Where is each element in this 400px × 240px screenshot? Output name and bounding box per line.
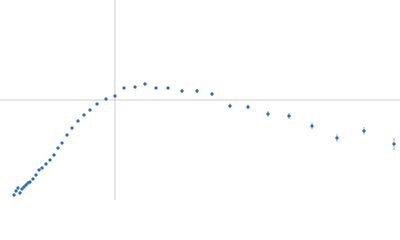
point xyxy=(76,119,80,123)
point xyxy=(88,108,92,112)
point xyxy=(22,185,26,189)
point xyxy=(195,89,199,93)
point xyxy=(82,113,86,117)
point xyxy=(40,166,44,170)
point xyxy=(246,105,250,109)
point xyxy=(70,126,74,130)
point xyxy=(24,183,28,187)
point xyxy=(287,114,291,118)
point xyxy=(166,86,170,90)
point xyxy=(60,141,64,145)
point xyxy=(95,102,99,106)
point xyxy=(392,142,396,146)
point xyxy=(65,133,69,137)
point xyxy=(210,92,214,96)
point xyxy=(228,104,232,108)
point xyxy=(56,146,60,150)
point xyxy=(28,180,32,184)
point xyxy=(31,177,35,181)
point xyxy=(113,94,117,98)
point xyxy=(20,187,24,191)
point xyxy=(180,89,184,93)
point xyxy=(143,82,147,86)
point xyxy=(12,193,16,197)
point xyxy=(52,153,56,157)
point xyxy=(34,173,38,177)
point xyxy=(18,191,22,195)
point xyxy=(104,97,108,101)
point xyxy=(133,85,137,89)
point xyxy=(37,168,41,172)
chart xyxy=(0,0,400,200)
point xyxy=(362,129,366,133)
point xyxy=(310,124,314,128)
point xyxy=(14,189,18,193)
page: (() => { const data = JSON.parse(documen… xyxy=(0,0,400,200)
point xyxy=(122,86,126,90)
point xyxy=(335,136,339,140)
point xyxy=(44,162,48,166)
point xyxy=(154,86,158,90)
point xyxy=(16,186,20,190)
point xyxy=(266,112,270,116)
point xyxy=(48,158,52,162)
